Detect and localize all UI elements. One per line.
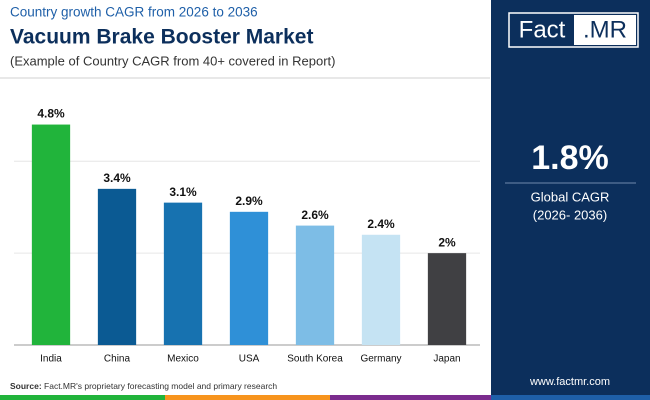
value-label: 2.6% [301,208,329,222]
sidebar [491,0,650,400]
logo-left: Fact [519,16,566,43]
value-label: 4.8% [37,107,65,121]
bar [361,234,401,345]
x-tick-label: Japan [433,354,460,365]
bar [31,124,71,345]
footer-strip [491,395,650,400]
source: Source: Fact.MR's proprietary forecastin… [10,381,277,391]
value-label: 2.9% [235,194,263,208]
global-value: 1.8% [531,139,609,177]
bar [427,253,467,345]
x-tick-label: Germany [360,354,401,365]
footer-strip [165,395,330,400]
title: Vacuum Brake Booster Market [10,26,313,49]
bar [97,188,137,345]
kicker: Country growth CAGR from 2026 to 2036 [10,5,258,20]
x-tick-label: India [40,354,62,365]
footer-strip [0,395,165,400]
value-label: 3.4% [103,171,131,185]
value-label: 3.1% [169,185,197,199]
logo-right: .MR [583,16,627,43]
x-tick-label: China [104,354,131,365]
value-label: 2% [438,235,456,249]
logo-box [574,15,636,45]
x-tick-label: South Korea [287,354,343,365]
bar [163,202,203,345]
global-label: Global CAGR [531,189,610,204]
x-tick-label: USA [239,354,260,365]
logo-frame [508,12,639,48]
source-text: Fact.MR's proprietary forecasting model … [44,381,277,391]
source-label: Source: [10,381,42,391]
x-tick-label: Mexico [167,354,199,365]
bar [229,211,269,345]
bar [295,225,335,345]
value-label: 2.4% [367,217,395,231]
footer-strip [330,395,491,400]
global-period: (2026- 2036) [533,207,607,222]
subtitle: (Example of Country CAGR from 40+ covere… [10,53,336,68]
website: www.factmr.com [529,376,610,388]
